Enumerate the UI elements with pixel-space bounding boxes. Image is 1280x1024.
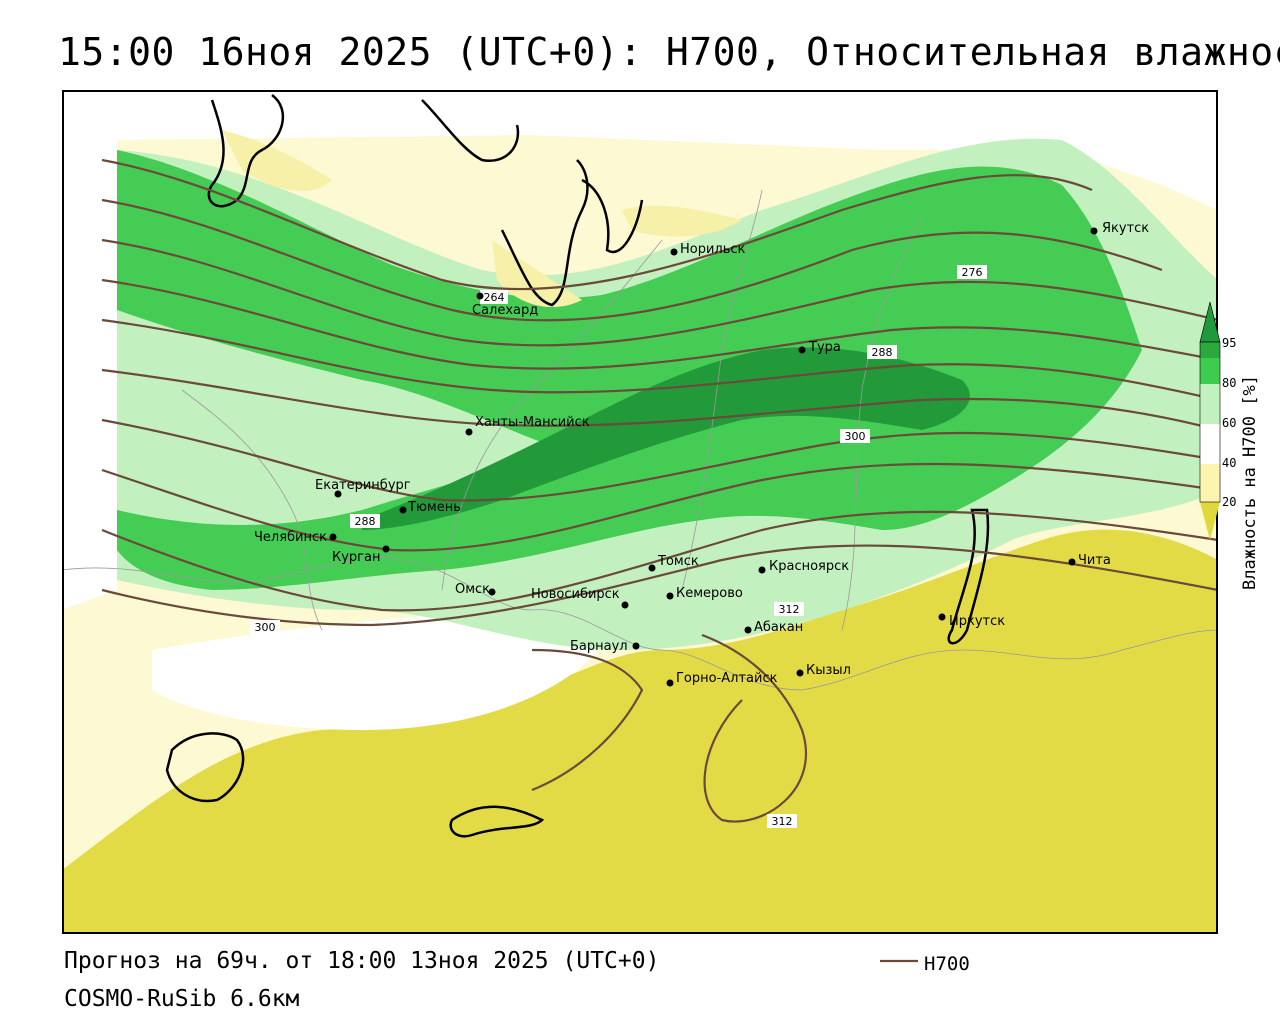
city-marker: Иркутск (938, 613, 1005, 629)
city-marker: Новосибирск (531, 587, 629, 609)
colorbar-bin-60 (1200, 384, 1220, 424)
colorbar-bin-95 (1200, 342, 1220, 358)
city-marker: Горно-Алтайск (666, 671, 778, 687)
humidity-dry-south (62, 529, 1218, 934)
city-marker: Красноярск (758, 559, 849, 574)
cities: Якутск Норильск Салехард Тура Ханты-Манс… (254, 221, 1149, 687)
h700-legend-label: H700 (924, 953, 970, 975)
colorbar-tick: 80 (1222, 376, 1237, 390)
svg-text:Красноярск: Красноярск (769, 559, 849, 574)
svg-text:Барнаул: Барнаул (570, 639, 628, 654)
city-marker: Тюмень (399, 500, 461, 515)
svg-text:Салехард: Салехард (472, 303, 538, 318)
svg-text:Кызыл: Кызыл (806, 663, 851, 678)
svg-text:276: 276 (962, 266, 983, 279)
svg-text:312: 312 (772, 815, 793, 828)
contour-label: 312 (767, 814, 797, 828)
colorbar-bottom-triangle (1200, 502, 1220, 540)
humidity-colorbar (1199, 301, 1221, 540)
svg-text:Ханты-Мансийск: Ханты-Мансийск (475, 415, 590, 430)
svg-text:264: 264 (484, 291, 505, 304)
city-marker: Омск (455, 582, 496, 597)
contour-label: 312 (774, 602, 804, 616)
weather-map: 276 288 300 312 264 288 (62, 90, 1218, 934)
svg-text:Новосибирск: Новосибирск (531, 587, 620, 602)
city-marker: Кемерово (666, 586, 743, 601)
city-marker: Якутск (1090, 221, 1149, 236)
h700-contours (101, 158, 1218, 823)
contour-label: 276 (957, 265, 987, 279)
svg-text:Горно-Алтайск: Горно-Алтайск (676, 671, 778, 686)
svg-text:Кемерово: Кемерово (676, 586, 743, 601)
svg-text:Абакан: Абакан (754, 620, 803, 635)
coastlines (165, 94, 990, 838)
city-marker: Норильск (670, 242, 746, 257)
contour-label: 288 (867, 345, 897, 359)
svg-text:300: 300 (255, 621, 276, 634)
svg-text:Чита: Чита (1078, 553, 1111, 568)
model-name: COSMO-RuSib 6.6км (64, 986, 300, 1012)
svg-text:Томск: Томск (657, 554, 699, 569)
colorbar-title: Влажность на H700 [%] (1240, 375, 1260, 590)
svg-text:312: 312 (779, 603, 800, 616)
svg-text:288: 288 (872, 346, 893, 359)
city-marker: Барнаул (570, 639, 640, 654)
contour-label: 288 (350, 514, 380, 528)
svg-text:288: 288 (355, 515, 376, 528)
svg-text:Екатеринбург: Екатеринбург (315, 478, 411, 493)
city-marker: Курган (332, 545, 390, 565)
humidity-neutral-south (152, 608, 622, 730)
city-marker: Кызыл (796, 663, 851, 678)
colorbar-bin-80 (1200, 358, 1220, 384)
contour-label: 300 (250, 620, 280, 634)
svg-text:Курган: Курган (332, 550, 380, 565)
humidity-very-wet-core (362, 347, 970, 530)
contour-labels: 276 288 300 312 264 288 (250, 265, 987, 828)
city-marker: Екатеринбург (315, 478, 411, 498)
city-marker: Томск (648, 554, 699, 572)
city-marker: Салехард (472, 292, 538, 318)
colorbar-tick: 40 (1222, 456, 1237, 470)
svg-text:Челябинск: Челябинск (254, 530, 327, 545)
h700-legend-line (880, 959, 918, 963)
svg-text:300: 300 (845, 430, 866, 443)
svg-text:Иркутск: Иркутск (949, 614, 1005, 629)
map-title: 15:00 16ноя 2025 (UTC+0): H700, Относите… (58, 30, 1280, 74)
city-marker: Абакан (744, 620, 803, 635)
colorbar-bin-20 (1200, 464, 1220, 502)
city-marker: Чита (1068, 553, 1111, 568)
svg-text:Норильск: Норильск (680, 242, 746, 257)
city-marker: Тура (798, 340, 841, 355)
contour-label: 264 (480, 290, 508, 304)
colorbar-tick: 60 (1222, 416, 1237, 430)
colorbar-tick: 20 (1222, 495, 1237, 509)
svg-text:Тура: Тура (808, 340, 841, 355)
svg-text:Омск: Омск (455, 582, 490, 597)
city-marker: Челябинск (254, 530, 337, 545)
forecast-info: Прогноз на 69ч. от 18:00 13ноя 2025 (UTC… (64, 948, 660, 974)
colorbar-top-triangle (1199, 301, 1221, 343)
humidity-wet-band (117, 150, 1142, 590)
colorbar-tick: 95 (1222, 336, 1237, 350)
city-marker: Ханты-Мансийск (465, 415, 590, 436)
colorbar-bin-40 (1200, 424, 1220, 464)
contour-label: 300 (840, 429, 870, 443)
svg-text:Тюмень: Тюмень (407, 500, 461, 515)
svg-text:Якутск: Якутск (1102, 221, 1149, 236)
